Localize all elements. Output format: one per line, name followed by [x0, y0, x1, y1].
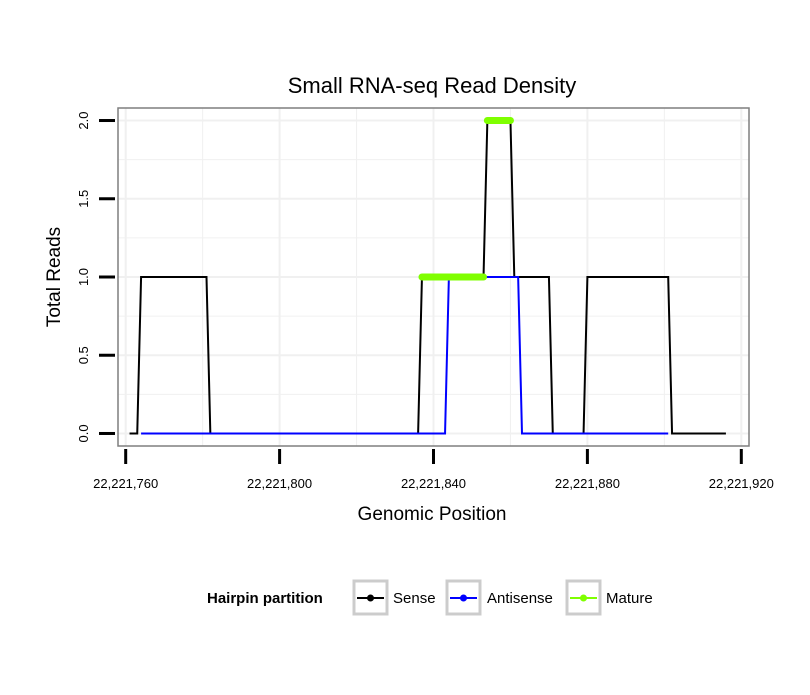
legend-title: Hairpin partition [207, 590, 323, 607]
y-tick-label: 0.0 [76, 424, 91, 442]
legend-label-mature: Mature [606, 590, 653, 607]
y-tick-label: 2.0 [76, 111, 91, 129]
y-tick-label: 1.5 [76, 190, 91, 208]
x-axis-label: Genomic Position [358, 504, 507, 525]
legend: Hairpin partition Sense Antisense Mature [207, 579, 653, 616]
legend-key-point-antisense [460, 594, 467, 602]
legend-label-antisense: Antisense [487, 590, 553, 607]
plot-border [117, 107, 750, 447]
y-axis-label: Total Reads [44, 227, 65, 327]
legend-label-sense: Sense [393, 590, 436, 607]
legend-key-point-sense [367, 594, 374, 602]
chart-title: Small RNA-seq Read Density [288, 73, 577, 98]
y-tick-label: 0.5 [76, 346, 91, 364]
legend-key-point-mature [580, 594, 587, 602]
axes: 22,221,760 22,221,800 22,221,840 22,221,880… [76, 111, 774, 491]
x-tick-label: 22,221,880 [555, 476, 620, 491]
x-tick-label: 22,221,760 [93, 476, 158, 491]
y-tick-label: 1.0 [76, 268, 91, 286]
x-tick-label: 22,221,920 [709, 476, 774, 491]
x-tick-label: 22,221,800 [247, 476, 312, 491]
x-tick-label: 22,221,840 [401, 476, 466, 491]
series-lines [129, 117, 726, 435]
